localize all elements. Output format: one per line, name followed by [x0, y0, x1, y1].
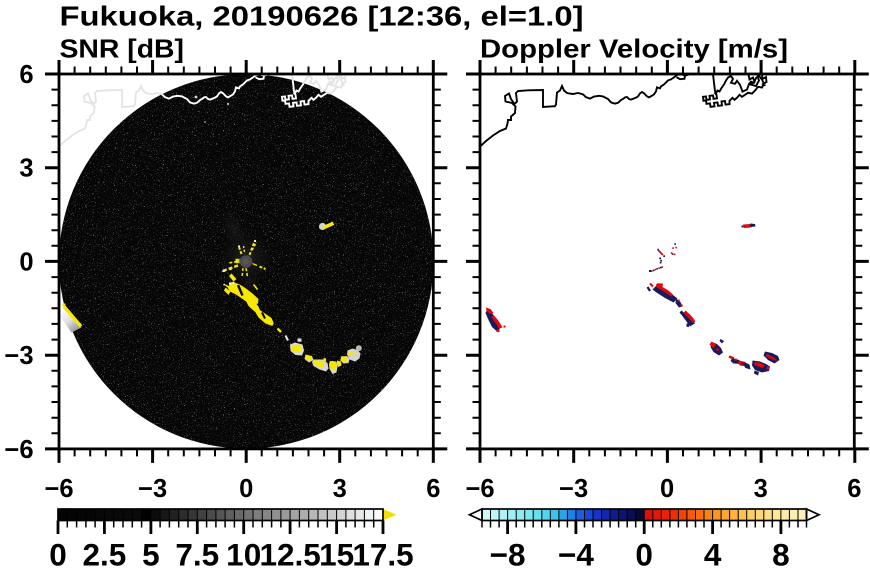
svg-text:0: 0: [660, 475, 674, 503]
svg-text:3: 3: [754, 475, 768, 503]
svg-text:−6: −6: [4, 436, 33, 464]
svg-text:−3: −3: [559, 475, 588, 503]
svg-text:0: 0: [19, 248, 33, 276]
svg-text:3: 3: [333, 475, 347, 503]
svg-text:6: 6: [426, 475, 440, 503]
svg-text:−3: −3: [4, 342, 33, 370]
svg-text:−8: −8: [490, 537, 526, 570]
svg-text:15: 15: [319, 537, 354, 570]
svg-text:6: 6: [19, 61, 33, 89]
svg-text:12.5: 12.5: [259, 537, 320, 570]
svg-text:17.5: 17.5: [352, 537, 413, 570]
svg-text:4: 4: [704, 537, 722, 570]
svg-text:0: 0: [635, 537, 653, 570]
svg-text:Doppler Velocity [m/s]: Doppler Velocity [m/s]: [480, 34, 788, 64]
svg-text:6: 6: [847, 475, 861, 503]
svg-text:3: 3: [19, 155, 33, 183]
svg-text:5: 5: [142, 537, 160, 570]
svg-text:Fukuoka, 20190626 [12:36, el=1: Fukuoka, 20190626 [12:36, el=1.0]: [60, 1, 584, 32]
svg-text:−6: −6: [44, 475, 73, 503]
svg-text:7.5: 7.5: [175, 537, 219, 570]
svg-text:0: 0: [239, 475, 253, 503]
svg-text:−3: −3: [138, 475, 167, 503]
svg-text:−4: −4: [558, 537, 594, 570]
svg-text:8: 8: [772, 537, 790, 570]
svg-text:2.5: 2.5: [83, 537, 127, 570]
svg-text:10: 10: [226, 537, 261, 570]
svg-text:−6: −6: [465, 475, 494, 503]
svg-text:0: 0: [49, 537, 67, 570]
svg-text:SNR [dB]: SNR [dB]: [60, 34, 185, 64]
